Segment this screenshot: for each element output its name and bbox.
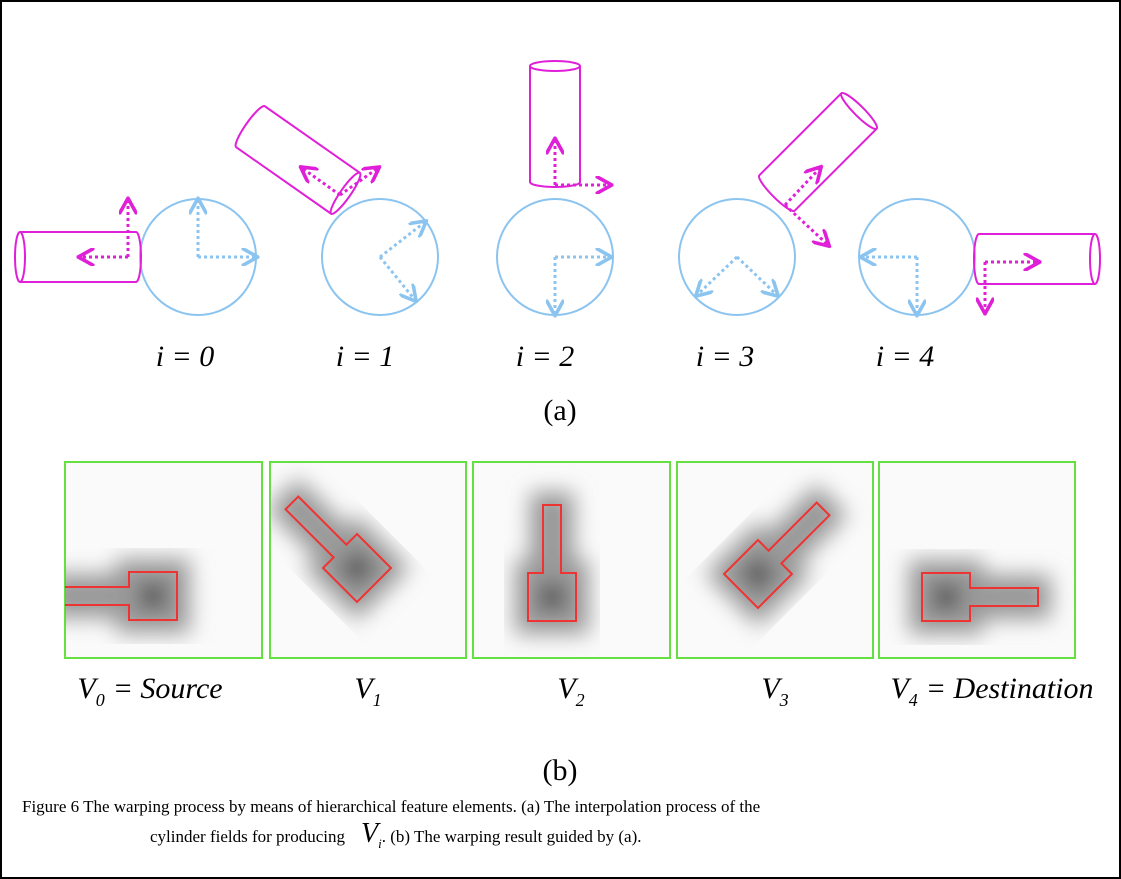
panel-a-drawing <box>15 61 1100 315</box>
volume-label: V1 <box>354 672 381 710</box>
panel-b-caption: (b) <box>543 754 578 787</box>
panel-a-caption: (a) <box>543 394 576 427</box>
volume-label: V3 <box>761 672 788 710</box>
step-label: i = 1 <box>336 340 395 373</box>
figure: (a) (b) Figure 6 The warping process by … <box>0 0 1121 879</box>
volume-subscript: 4 <box>909 690 918 710</box>
volume-suffix: = Source <box>113 672 223 705</box>
step-label: i = 4 <box>876 340 935 373</box>
volume-subscript: 2 <box>576 690 585 710</box>
frame <box>1 1 1120 878</box>
volume-label: V0= Source <box>77 672 222 710</box>
caption-text: cylinder fields for producing <box>150 827 345 846</box>
volume-label: V2 <box>557 672 584 710</box>
panel-b-drawing <box>61 462 1075 658</box>
volume-subscript: 3 <box>779 690 789 710</box>
caption-line: Figure 6 The warping process by means of… <box>22 797 760 816</box>
caption-text: . (b) The warping result guided by (a). <box>382 827 642 846</box>
volume-label: V4= Destination <box>890 672 1093 710</box>
step-label: i = 0 <box>156 340 215 373</box>
volume-suffix: = Destination <box>926 672 1094 705</box>
step-label: i = 2 <box>516 340 575 373</box>
step-label: i = 3 <box>696 340 755 373</box>
volume-subscript: 1 <box>373 690 382 710</box>
volume-subscript: 0 <box>96 690 105 710</box>
